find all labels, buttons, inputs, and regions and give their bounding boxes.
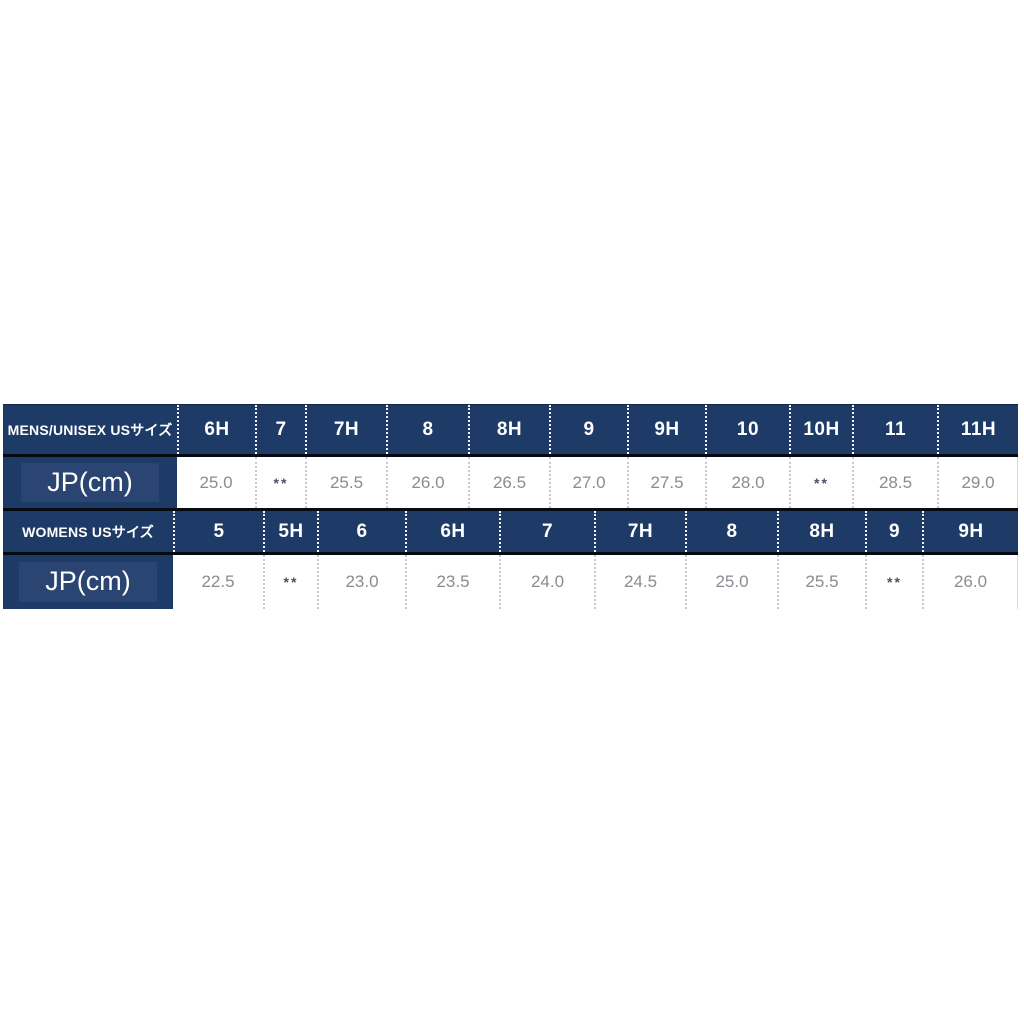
- mens_unisex-no-size-cell: **: [255, 457, 305, 508]
- womens-size-header-cell: 6H: [405, 511, 499, 552]
- womens-jp-value-cell: 24.0: [499, 555, 594, 609]
- mens_unisex-section: MENS/UNISEX USサイズ 6H 7 7H 8 8H 9 9H 10 10H 11 11H JP…: [3, 405, 1018, 511]
- womens-size-header-cell: 5H: [263, 511, 317, 552]
- mens_unisex-jp-value-cell: 26.0: [386, 457, 468, 508]
- mens_unisex-size-header-cell: 11: [852, 405, 937, 454]
- womens-jp-label-cell: JP(cm): [3, 555, 173, 609]
- womens-size-header-cell: 8H: [777, 511, 865, 552]
- mens_unisex-jp-label-highlight: JP(cm): [21, 462, 159, 503]
- womens-jp-value-cell: 24.5: [594, 555, 685, 609]
- womens-jp-value-cell: 23.0: [317, 555, 405, 609]
- womens-row-label: WOMENS USサイズ: [22, 523, 154, 540]
- mens_unisex-jp-value-cell: 27.5: [627, 457, 705, 508]
- shoe-size-conversion-chart: MENS/UNISEX USサイズ 6H 7 7H 8 8H 9 9H 10 10H 11 11H JP…: [3, 404, 1018, 609]
- mens_unisex-no-size-cell: **: [789, 457, 852, 508]
- womens-size-header-cell: 6: [317, 511, 405, 552]
- mens_unisex-jp-value-cell: 29.0: [937, 457, 1018, 508]
- womens-jp-value-cell: 22.5: [173, 555, 263, 609]
- womens-size-header-cell: 7H: [594, 511, 685, 552]
- mens_unisex-jp-cm-row: JP(cm) 25.0 ** 25.5 26.0 26.5 27.0 27.5 28.0 ** 28…: [3, 457, 1018, 511]
- womens-jp-value-cell: 25.0: [685, 555, 777, 609]
- mens_unisex-jp-value-cell: 26.5: [468, 457, 549, 508]
- mens_unisex-size-header-cell: 9H: [627, 405, 705, 454]
- mens_unisex-size-header-cell: 10: [705, 405, 789, 454]
- womens-jp-label-highlight: JP(cm): [19, 562, 157, 602]
- womens-jp-value-cell: 25.5: [777, 555, 865, 609]
- womens-us-size-header-row: WOMENS USサイズ 5 5H 6 6H 7 7H 8 8H 9 9H: [3, 511, 1018, 555]
- mens_unisex-size-header-cell: 7H: [305, 405, 386, 454]
- mens_unisex-size-header-cell: 10H: [789, 405, 852, 454]
- mens_unisex-jp-value-cell: 28.0: [705, 457, 789, 508]
- mens_unisex-size-header-cell: 11H: [937, 405, 1018, 454]
- womens-size-header-cell: 5: [173, 511, 263, 552]
- womens-size-header-cell: 8: [685, 511, 777, 552]
- womens-size-header-cell: 7: [499, 511, 594, 552]
- womens-jp-cm-row: JP(cm) 22.5 ** 23.0 23.5 24.0 24.5 25.0 25.5 ** 26…: [3, 555, 1018, 609]
- mens_unisex-size-header-cell: 8: [386, 405, 468, 454]
- mens_unisex-jp-value-cell: 27.0: [549, 457, 627, 508]
- womens-jp-value-cell: 26.0: [922, 555, 1018, 609]
- womens-size-header-cell: 9: [865, 511, 922, 552]
- mens_unisex-us-size-header-row: MENS/UNISEX USサイズ 6H 7 7H 8 8H 9 9H 10 10H 11 11H: [3, 405, 1018, 457]
- mens_unisex-row-label: MENS/UNISEX USサイズ: [7, 421, 173, 438]
- mens_unisex-size-header-cell: 7: [255, 405, 305, 454]
- womens-no-size-cell: **: [865, 555, 922, 609]
- mens_unisex-size-header-cell: 6H: [177, 405, 255, 454]
- mens_unisex-jp-value-cell: 28.5: [852, 457, 937, 508]
- mens_unisex-size-header-cell: 8H: [468, 405, 549, 454]
- mens_unisex-jp-value-cell: 25.0: [177, 457, 255, 508]
- womens-size-header-cell: 9H: [922, 511, 1018, 552]
- mens_unisex-size-header-cell: 9: [549, 405, 627, 454]
- mens_unisex-jp-value-cell: 25.5: [305, 457, 386, 508]
- mens_unisex-jp-label-cell: JP(cm): [3, 457, 177, 508]
- womens-section: WOMENS USサイズ 5 5H 6 6H 7 7H 8 8H 9 9H JP(cm) 22.5 ** 2…: [3, 511, 1018, 609]
- womens-jp-value-cell: 23.5: [405, 555, 499, 609]
- womens-no-size-cell: **: [263, 555, 317, 609]
